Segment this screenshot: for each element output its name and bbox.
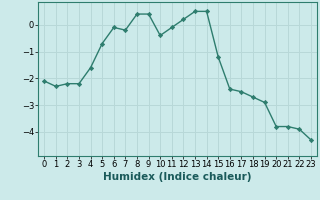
X-axis label: Humidex (Indice chaleur): Humidex (Indice chaleur) xyxy=(103,172,252,182)
